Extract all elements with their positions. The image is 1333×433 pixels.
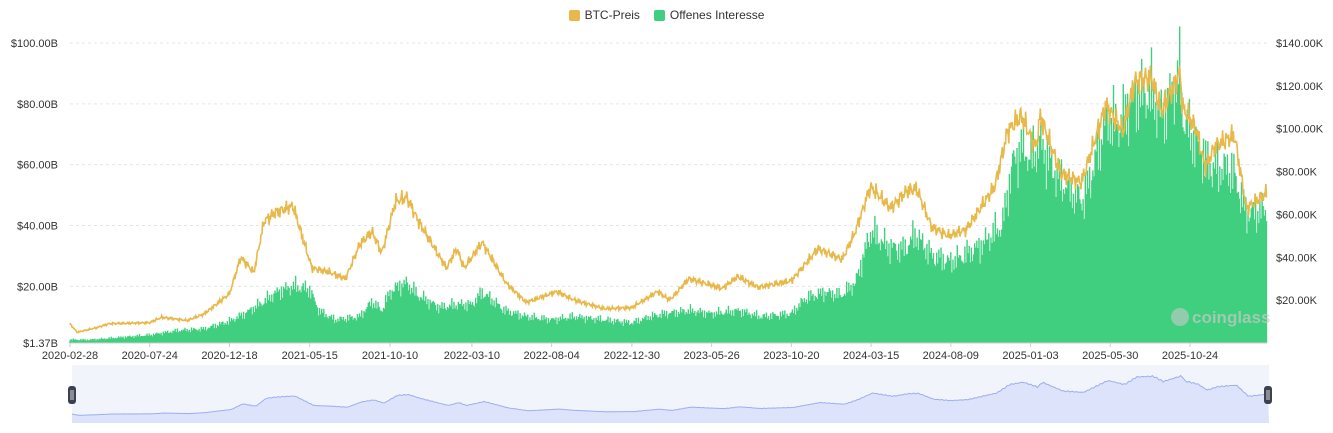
y-axis-right: $20.00K $40.00K $60.00K $80.00K $100.00K $120… — [1276, 38, 1324, 307]
legend-label-btc: BTC-Preis — [584, 8, 640, 22]
x-tick-label-12: 2025-01-03 — [1002, 350, 1058, 362]
x-tick-label-1: 2020-07-24 — [122, 350, 178, 362]
y-left-tick-label-3: $60.00B — [17, 160, 58, 172]
legend: BTC-Preis Offenes Interesse — [0, 8, 1333, 22]
navigator-line — [71, 374, 1268, 416]
y-right-tick-label-5: $120.00K — [1276, 81, 1324, 93]
watermark-logo-icon — [1171, 308, 1189, 326]
legend-label-oi: Offenes Interesse — [669, 8, 765, 22]
x-tick-label-2: 2020-12-18 — [201, 350, 257, 362]
navigator-area — [72, 375, 1269, 423]
oi-bars — [69, 26, 1268, 343]
y-left-tick-label-2: $40.00B — [17, 221, 58, 233]
oi-area — [69, 26, 1268, 343]
legend-swatch-btc — [568, 9, 580, 21]
x-tick-label-14: 2025-10-24 — [1162, 350, 1218, 362]
y-left-tick-label-1: $20.00B — [17, 281, 58, 293]
x-tick-label-13: 2025-05-30 — [1082, 350, 1138, 362]
y-left-tick-label-0: $1.37B — [23, 338, 58, 350]
x-tick-label-3: 2021-05-15 — [282, 350, 338, 362]
x-axis: 2020-02-28 2020-07-24 2020-12-18 2021-05-15… — [42, 342, 1267, 362]
x-tick-label-8: 2023-05-26 — [683, 350, 739, 362]
y-right-tick-label-2: $60.00K — [1276, 209, 1318, 221]
legend-swatch-oi — [653, 9, 665, 21]
x-tick-label-5: 2022-03-10 — [444, 350, 500, 362]
y-right-tick-label-6: $140.00K — [1276, 38, 1324, 50]
legend-item-btc[interactable]: BTC-Preis — [568, 8, 640, 22]
y-right-tick-label-0: $20.00K — [1276, 295, 1318, 307]
x-tick-label-10: 2024-03-15 — [843, 350, 899, 362]
y-right-tick-label-3: $80.00K — [1276, 167, 1318, 179]
x-tick-label-7: 2022-12-30 — [604, 350, 660, 362]
x-tick-label-11: 2024-08-09 — [923, 350, 979, 362]
y-right-tick-label-4: $100.00K — [1276, 124, 1324, 136]
y-left-tick-label-5: $100.00B — [11, 38, 58, 50]
btc-line-group — [69, 65, 1268, 334]
watermark-text: coinglass — [1192, 308, 1270, 327]
y-left-tick-label-4: $80.00B — [17, 99, 58, 111]
y-axis-left: $1.37B $20.00B $40.00B $60.00B $80.00B $100.0… — [11, 38, 58, 350]
x-tick-label-6: 2022-08-04 — [523, 350, 579, 362]
legend-item-oi[interactable]: Offenes Interesse — [653, 8, 765, 22]
btc-price-line — [69, 65, 1268, 334]
x-tick-label-4: 2021-10-10 — [362, 350, 418, 362]
x-tick-label-0: 2020-02-28 — [42, 350, 98, 362]
range-navigator[interactable] — [68, 365, 1272, 423]
y-right-tick-label-1: $40.00K — [1276, 252, 1318, 264]
navigator-handle-right[interactable] — [1264, 386, 1272, 404]
x-tick-label-9: 2023-10-20 — [763, 350, 819, 362]
navigator-handle-left[interactable] — [68, 386, 76, 404]
